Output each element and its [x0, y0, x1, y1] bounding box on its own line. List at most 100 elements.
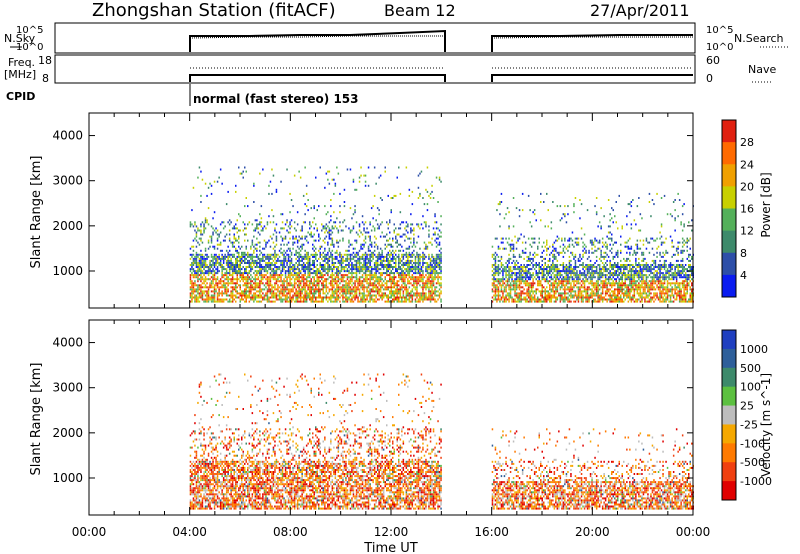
- echo-cell: [307, 286, 309, 289]
- echo-cell: [440, 266, 442, 268]
- power-echo-cells: [189, 166, 694, 303]
- echo-cell: [339, 251, 341, 254]
- echo-cell: [570, 266, 572, 268]
- echo-cell: [381, 255, 383, 258]
- echo-cell: [200, 270, 202, 273]
- echo-cell: [197, 296, 199, 299]
- echo-cell: [546, 278, 548, 281]
- echo-cell: [204, 298, 207, 301]
- echo-cell: [413, 282, 415, 285]
- echo-cell: [352, 266, 355, 268]
- echo-cell: [206, 266, 208, 268]
- echo-cell: [532, 284, 534, 287]
- echo-cell: [399, 290, 402, 293]
- echo-cell: [310, 300, 312, 303]
- echo-cell: [570, 296, 572, 299]
- echo-cell: [562, 266, 565, 268]
- echo-cell: [577, 288, 580, 291]
- echo-cell: [316, 280, 318, 283]
- echo-cell: [281, 294, 284, 297]
- echo-cell: [586, 209, 589, 212]
- echo-cell: [286, 300, 288, 303]
- echo-cell: [582, 300, 584, 303]
- echo-cell: [598, 241, 601, 244]
- echo-cell: [250, 245, 252, 248]
- echo-cell: [253, 229, 255, 232]
- echo-cell: [411, 288, 414, 291]
- echo-cell: [598, 276, 601, 279]
- echo-cell: [349, 243, 352, 246]
- echo-cell: [212, 280, 214, 283]
- echo-cell: [195, 296, 198, 299]
- echo-cell: [361, 255, 364, 258]
- echo-cell: [574, 284, 577, 287]
- echo-cell: [262, 296, 264, 299]
- echo-cell: [379, 274, 382, 277]
- echo-cell: [437, 294, 439, 297]
- echo-cell: [322, 274, 324, 277]
- echo-cell: [248, 259, 251, 262]
- echo-cell: [201, 262, 204, 264]
- echo-cell: [373, 266, 376, 268]
- echo-cell: [570, 300, 572, 303]
- echo-cell: [583, 288, 586, 291]
- echo-cell: [357, 259, 359, 262]
- echo-cell: [423, 203, 426, 206]
- echo-cell: [508, 211, 510, 214]
- echo-cell: [328, 296, 331, 299]
- echo-cell: [228, 282, 231, 285]
- echo-cell: [413, 294, 415, 297]
- echo-cell: [428, 294, 430, 297]
- echo-cell: [259, 270, 261, 273]
- echo-cell: [221, 286, 223, 289]
- echo-cell: [330, 268, 332, 271]
- echo-cell: [241, 292, 243, 295]
- echo-cell: [194, 300, 196, 303]
- echo-cell: [404, 296, 406, 299]
- echo-cell: [393, 276, 395, 279]
- echo-cell: [432, 197, 435, 199]
- echo-cell: [491, 266, 494, 268]
- echo-cell: [372, 274, 374, 277]
- echo-cell: [231, 268, 234, 271]
- echo-cell: [592, 243, 595, 246]
- echo-cell: [432, 282, 435, 285]
- echo-cell: [567, 292, 569, 295]
- echo-cell: [331, 239, 334, 242]
- echo-cell: [200, 266, 202, 268]
- echo-cell: [292, 296, 294, 299]
- echo-cell: [438, 241, 441, 244]
- echo-cell: [369, 221, 371, 224]
- echo-cell: [369, 257, 371, 260]
- echo-cell: [389, 231, 391, 234]
- echo-cell: [316, 300, 318, 303]
- echo-cell: [407, 282, 409, 285]
- echo-cell: [570, 268, 572, 271]
- echo-cell: [277, 253, 279, 256]
- echo-cell: [577, 280, 580, 283]
- echo-cell: [331, 264, 334, 266]
- echo-cell: [561, 298, 563, 301]
- echo-cell: [503, 290, 506, 293]
- echo-cell: [340, 290, 343, 293]
- echo-cell: [204, 262, 207, 264]
- echo-cell: [330, 199, 332, 201]
- echo-cell: [529, 298, 531, 301]
- echo-cell: [376, 268, 379, 271]
- echo-cell: [505, 237, 507, 240]
- echo-cell: [257, 270, 260, 273]
- echo-cell: [307, 296, 309, 299]
- echo-cell: [349, 294, 352, 297]
- echo-cell: [348, 264, 350, 266]
- echo-cell: [379, 288, 382, 291]
- echo-cell: [358, 290, 361, 293]
- echo-cell: [343, 259, 346, 262]
- echo-cell: [257, 272, 260, 275]
- echo-cell: [194, 294, 196, 297]
- echo-cell: [305, 257, 308, 260]
- echo-cell: [256, 253, 258, 256]
- echo-cell: [399, 259, 402, 262]
- echo-cell: [515, 264, 518, 266]
- echo-cell: [213, 276, 216, 279]
- echo-cell: [191, 298, 193, 301]
